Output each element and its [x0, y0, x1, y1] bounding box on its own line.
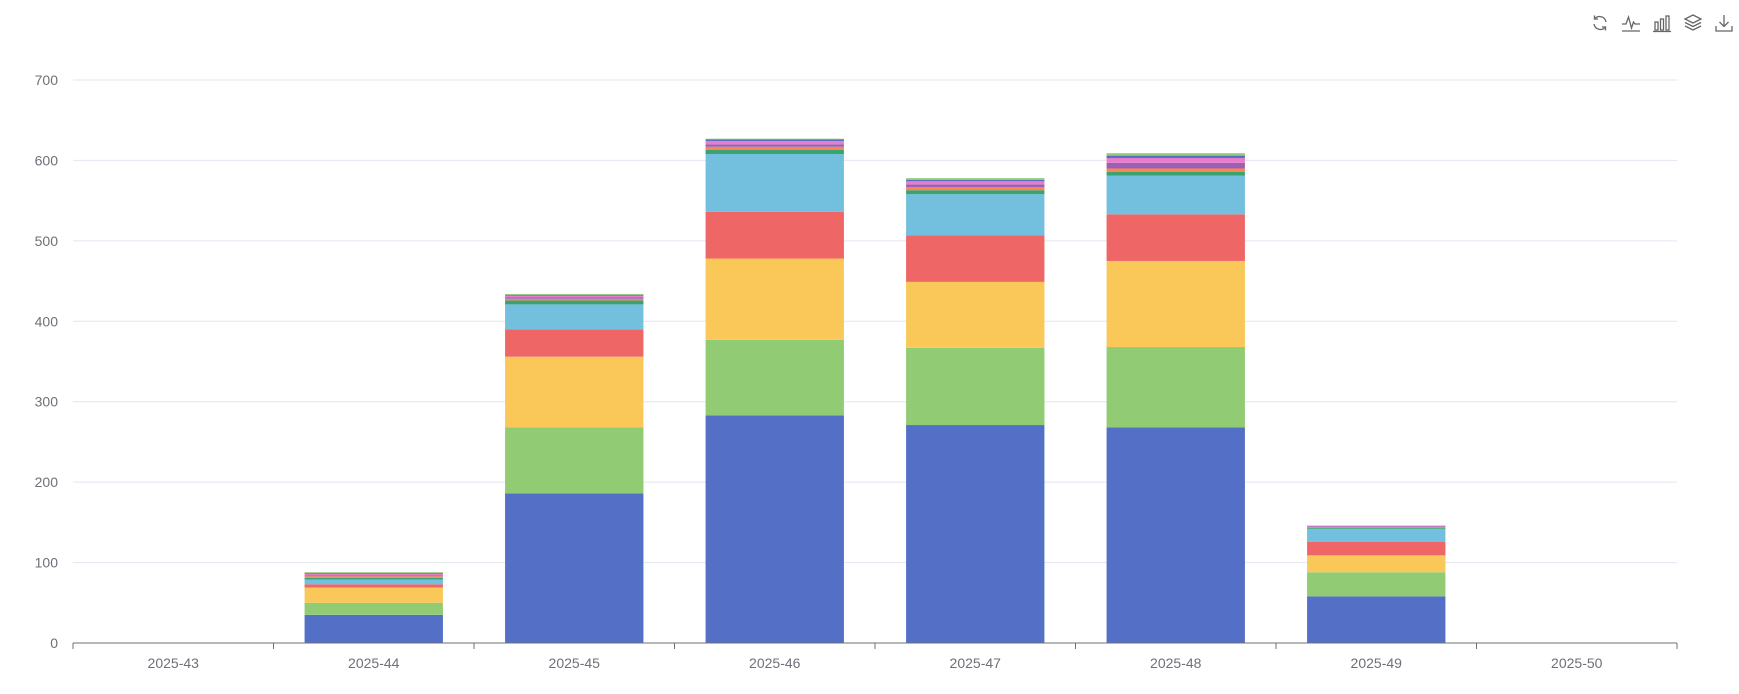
bar-segment-2025-49-s7 — [1307, 527, 1446, 528]
bar-segment-2025-45-s6 — [505, 300, 644, 305]
bar-segment-2025-48-s4 — [1106, 214, 1245, 261]
bar-segment-2025-47-s5 — [906, 194, 1045, 236]
bar-segment-2025-47-s8 — [906, 184, 1045, 187]
bar-segment-2025-44-s7 — [304, 576, 443, 578]
bar-segment-2025-48-s5 — [1106, 175, 1245, 215]
bar-segment-2025-46-s8 — [705, 144, 844, 147]
y-tick-label: 0 — [50, 635, 58, 651]
bar-segment-2025-44-s3 — [304, 587, 443, 603]
bar-segment-2025-48-s9 — [1106, 158, 1245, 163]
bar-segment-2025-46-s11 — [705, 138, 844, 140]
bar-segment-2025-46-s9 — [705, 141, 844, 145]
bar-segment-2025-45-s2 — [505, 427, 644, 494]
bar-segment-2025-46-s5 — [705, 153, 844, 212]
bar-segment-2025-49-s8 — [1307, 526, 1446, 528]
bar-segment-2025-45-s7 — [505, 298, 644, 301]
bar-segment-2025-48-s8 — [1106, 162, 1245, 169]
bar-segment-2025-47-s1 — [906, 425, 1045, 643]
bar-segment-2025-47-s2 — [906, 347, 1045, 426]
y-tick-label: 700 — [35, 72, 59, 88]
x-tick-label: 2025-46 — [749, 655, 801, 671]
bar-segment-2025-48-s10 — [1106, 155, 1245, 159]
bar-segment-2025-49-s3 — [1307, 555, 1446, 573]
bar-segment-2025-48-s7 — [1106, 168, 1245, 172]
bar-segment-2025-45-s4 — [505, 329, 644, 357]
bar-segment-2025-47-s4 — [906, 235, 1045, 282]
bar-segment-2025-48-s1 — [1106, 427, 1245, 643]
bar-segment-2025-45-s8 — [505, 297, 644, 299]
download-icon[interactable] — [1713, 12, 1735, 34]
bar-segment-2025-47-s7 — [906, 186, 1045, 191]
bar-segment-2025-46-s6 — [705, 149, 844, 154]
bar-segment-2025-45-s5 — [505, 304, 644, 330]
x-tick-label: 2025-49 — [1351, 655, 1403, 671]
bar-segment-2025-47-s9 — [906, 181, 1045, 185]
x-tick-label: 2025-50 — [1551, 655, 1603, 671]
bar-segment-2025-49-s9 — [1307, 525, 1446, 527]
chart-toolbox — [1589, 12, 1735, 34]
y-tick-label: 400 — [35, 313, 59, 329]
bar-segment-2025-44-s10 — [304, 573, 443, 574]
bar-segment-2025-45-s3 — [505, 356, 644, 428]
bar-segment-2025-45-s11 — [505, 293, 644, 295]
bar-segment-2025-48-s6 — [1106, 171, 1245, 176]
bar-segment-2025-49-s5 — [1307, 528, 1446, 542]
y-tick-label: 100 — [35, 555, 59, 571]
bar-segment-2025-45-s10 — [505, 294, 644, 296]
y-tick-label: 600 — [35, 152, 59, 168]
bar-segment-2025-47-s3 — [906, 281, 1045, 348]
line-chart-icon[interactable] — [1620, 12, 1642, 34]
bar-segment-2025-44-s5 — [304, 579, 443, 585]
bar-segment-2025-49-s4 — [1307, 541, 1446, 556]
bar-segment-2025-44-s11 — [304, 572, 443, 574]
x-tick-label: 2025-47 — [950, 655, 1002, 671]
bar-segment-2025-45-s9 — [505, 295, 644, 298]
y-tick-label: 200 — [35, 474, 59, 490]
bar-segment-2025-46-s10 — [705, 139, 844, 142]
bar-segment-2025-44-s2 — [304, 602, 443, 615]
refresh-icon[interactable] — [1589, 12, 1611, 34]
bar-segment-2025-47-s11 — [906, 178, 1045, 180]
y-tick-label: 300 — [35, 394, 59, 410]
bar-segment-2025-48-s2 — [1106, 347, 1245, 428]
bar-segment-2025-46-s4 — [705, 211, 844, 259]
x-tick-label: 2025-44 — [348, 655, 400, 671]
bar-segment-2025-46-s3 — [705, 258, 844, 340]
bar-segment-2025-47-s10 — [906, 179, 1045, 182]
stack-layers-icon[interactable] — [1682, 12, 1704, 34]
bar-segment-2025-44-s4 — [304, 584, 443, 588]
bar-segment-2025-46-s7 — [705, 146, 844, 150]
bar-segment-2025-44-s6 — [304, 577, 443, 580]
bar-segment-2025-49-s2 — [1307, 572, 1446, 597]
bar-segment-2025-44-s8 — [304, 575, 443, 577]
bar-segment-2025-47-s6 — [906, 190, 1045, 195]
bar-segment-2025-46-s2 — [705, 339, 844, 416]
x-tick-label: 2025-48 — [1150, 655, 1202, 671]
bar-segment-2025-49-s1 — [1307, 596, 1446, 643]
bar-segment-2025-49-s6 — [1307, 527, 1446, 529]
bar-segment-2025-44-s9 — [304, 573, 443, 576]
x-tick-label: 2025-43 — [148, 655, 200, 671]
bar-chart-icon[interactable] — [1651, 12, 1673, 34]
bar-segment-2025-45-s1 — [505, 493, 644, 643]
bar-segment-2025-46-s1 — [705, 415, 844, 643]
bar-segment-2025-44-s1 — [304, 614, 443, 643]
bar-segment-2025-48-s11 — [1106, 153, 1245, 156]
bar-segment-2025-48-s3 — [1106, 260, 1245, 348]
y-tick-label: 500 — [35, 233, 59, 249]
x-tick-label: 2025-45 — [549, 655, 601, 671]
